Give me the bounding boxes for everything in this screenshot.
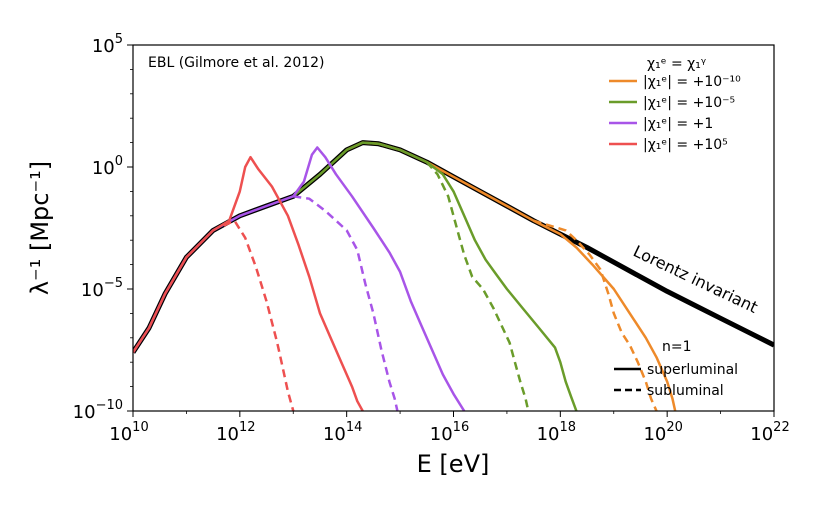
style-legend: n=1 superluminal subluminal — [614, 339, 738, 399]
legend-label-3: |χ₁ᵉ| = +10⁵ — [643, 137, 728, 153]
y-axis-label: λ⁻¹ [Mpc⁻¹] — [26, 161, 54, 295]
series-line-2 — [533, 219, 658, 411]
series-line-8 — [223, 219, 295, 411]
y-tick-label-2: 100 — [92, 154, 123, 179]
legend-label-1: |χ₁ᵉ| = +10⁻⁵ — [643, 95, 735, 111]
x-tick-label-0: 1010 — [109, 420, 148, 445]
x-axis-label: E [eV] — [417, 450, 490, 478]
series-line-3 — [292, 141, 578, 411]
n-label: n=1 — [662, 339, 692, 355]
legend-label-0: |χ₁ᵉ| = +10⁻¹⁰ — [643, 74, 741, 90]
axis-layer: 1010 1012 1014 1016 1018 1020 1022 10−10 10−5 100… — [73, 32, 790, 445]
series-line-0 — [133, 140, 774, 354]
y-tick-label-0: 10−10 — [73, 398, 123, 423]
series-layer — [133, 140, 774, 411]
x-tick-label-4: 1018 — [537, 420, 576, 445]
x-tick-label-6: 1022 — [750, 420, 789, 445]
series-line-6 — [293, 195, 399, 411]
y-tick-label-3: 105 — [92, 32, 123, 57]
x-tick-label-1: 1012 — [216, 420, 255, 445]
superluminal-label: superluminal — [647, 362, 738, 378]
series-line-7 — [133, 155, 364, 411]
legend-label-2: |χ₁ᵉ| = +1 — [643, 116, 713, 132]
series-line-1 — [346, 141, 677, 411]
subluminal-label: subluminal — [647, 383, 724, 399]
series-line-5 — [133, 146, 466, 411]
legend-title: χ₁ᵉ = χ₁ᵞ — [647, 56, 706, 72]
x-tick-label-2: 1014 — [323, 420, 362, 445]
ebl-annotation: EBL (Gilmore et al. 2012) — [148, 55, 325, 71]
x-tick-label-5: 1020 — [643, 420, 682, 445]
series-line-4 — [425, 161, 530, 411]
x-tick-label-3: 1016 — [430, 420, 469, 445]
legend-entries: |χ₁ᵉ| = +10⁻¹⁰ |χ₁ᵉ| = +10⁻⁵ |χ₁ᵉ| = +1 |χ₁… — [609, 74, 741, 153]
legend: χ₁ᵉ = χ₁ᵞ |χ₁ᵉ| = +10⁻¹⁰|χ₁ᵉ| = +10⁻⁵|χ₁… — [609, 56, 741, 153]
y-tick-label-1: 10−5 — [81, 276, 123, 301]
